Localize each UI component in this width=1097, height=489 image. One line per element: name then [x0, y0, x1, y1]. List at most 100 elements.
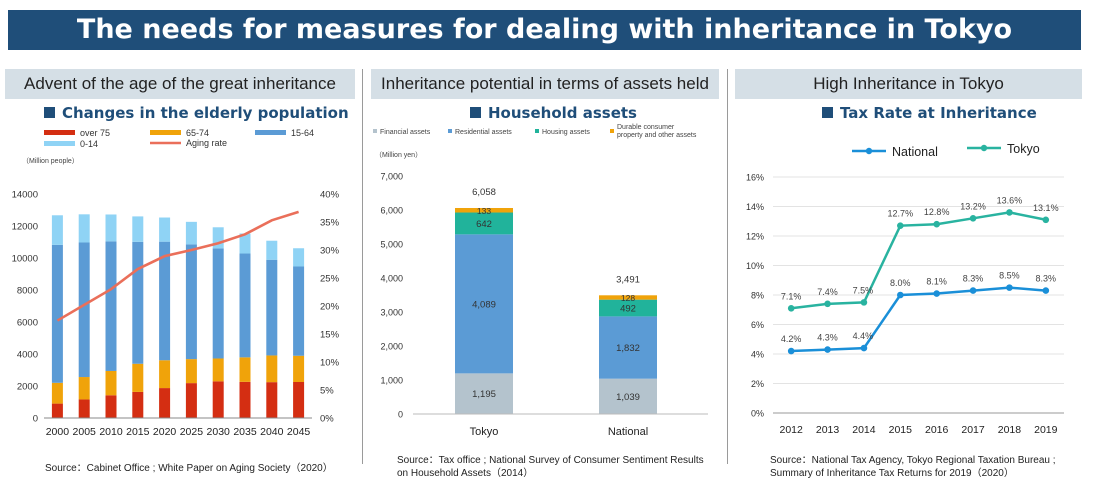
x-tick-label: 2019: [1034, 424, 1058, 436]
data-point: [787, 304, 795, 312]
x-tick-label: 2025: [180, 426, 204, 438]
square-bullet-icon: [44, 107, 55, 118]
bar-segment: [212, 381, 224, 418]
data-point: [860, 299, 868, 306]
bar-segment: [455, 207, 513, 213]
legend-label: Aging rate: [186, 138, 227, 148]
y-tick-label: 6000: [17, 318, 38, 329]
source-note-population: Source：Cabinet Office ; White Paper on A…: [45, 463, 333, 474]
x-tick-label: 2010: [99, 426, 123, 438]
bar-segment: [78, 377, 90, 400]
subtitle-text: Changes in the elderly population: [62, 104, 349, 122]
data-point: [1006, 209, 1013, 216]
data-label: 13.1%: [1033, 203, 1059, 213]
legend-swatch: [448, 129, 452, 133]
series-line: [791, 211, 1047, 310]
data-point: [897, 222, 904, 229]
y-tick-label: 12%: [746, 232, 764, 242]
data-label: 7.1%: [781, 291, 802, 301]
data-point: [1042, 216, 1050, 224]
data-label: 7.5%: [853, 285, 874, 295]
bar-segment: [105, 241, 117, 371]
bar-segment: [266, 355, 278, 383]
legend-swatch: [373, 129, 377, 133]
chart-household-assets: Financial assets Residential assets Housin…: [373, 124, 708, 438]
y-tick-label: 6,000: [380, 206, 403, 216]
data-point: [897, 291, 904, 299]
y-tick-label: 0: [33, 414, 38, 425]
data-point: [787, 347, 795, 355]
y-axis-unit-label: （Million yen）: [375, 151, 422, 159]
data-label: 1,039: [616, 392, 640, 403]
bar-segment: [239, 381, 251, 418]
y-tick-label: 6%: [751, 320, 764, 330]
y-tick-label: 4%: [751, 350, 764, 360]
data-label: 4.3%: [817, 333, 838, 343]
bar-segment: [185, 221, 197, 245]
x-tick-label: 2000: [46, 426, 70, 438]
bar-segment: [599, 295, 657, 300]
source-line: Summary of Inheritance Tax Returns for 2…: [770, 468, 1014, 479]
y-tick-label: 10000: [12, 254, 38, 265]
x-tick-label: 2005: [73, 426, 97, 438]
x-tick-label: 2020: [153, 426, 177, 438]
x-tick-label: 2017: [961, 424, 985, 436]
y-tick-label: 4,000: [380, 274, 403, 284]
panel-header-assets: Inheritance potential in terms of assets…: [371, 69, 719, 99]
data-label: 8.3%: [963, 274, 984, 284]
bar-segment: [105, 395, 117, 418]
bar-segment: [105, 214, 117, 242]
data-label: 12.7%: [888, 209, 914, 219]
bar-segment: [159, 360, 171, 389]
legend-swatch: [255, 130, 286, 135]
bar-segment: [132, 241, 144, 364]
data-label: 642: [476, 219, 492, 230]
legend-label: National: [892, 145, 938, 159]
data-label: 8.3%: [1036, 274, 1057, 284]
data-point: [969, 215, 977, 222]
y2-tick-label: 30%: [320, 246, 340, 257]
y-tick-label: 16%: [746, 173, 764, 183]
bar-segment: [132, 216, 144, 242]
bar-segment: [266, 259, 278, 356]
y-tick-label: 2000: [17, 382, 38, 393]
legend-swatch: [150, 130, 181, 135]
legend-label: Durable consumer: [617, 124, 675, 131]
page-title-banner: The needs for measures for dealing with …: [8, 10, 1081, 50]
data-label: 4.4%: [853, 331, 874, 341]
data-point: [860, 344, 868, 352]
data-label: 7.4%: [817, 287, 838, 297]
y2-tick-label: 35%: [320, 218, 340, 229]
bar-segment: [293, 382, 305, 418]
y-tick-label: 0: [398, 410, 403, 420]
y-tick-label: 14000: [12, 190, 38, 201]
y2-tick-label: 0%: [320, 414, 334, 425]
y-tick-label: 10%: [746, 261, 764, 271]
bar-segment: [78, 214, 90, 243]
data-label: 1,832: [616, 343, 640, 354]
bar-segment: [455, 234, 513, 374]
legend-label: property and other assets: [617, 132, 697, 139]
bar-segment: [185, 244, 197, 360]
bar-segment: [185, 383, 197, 418]
y-tick-label: 7,000: [380, 172, 403, 182]
bar-segment: [212, 358, 224, 382]
data-point: [1006, 284, 1013, 291]
bar-segment: [239, 233, 251, 254]
x-tick-label: Tokyo: [470, 426, 499, 438]
x-tick-label: 2015: [126, 426, 150, 438]
series-line: [791, 286, 1046, 353]
bar-segment: [159, 217, 171, 242]
legend-label: Residential assets: [455, 129, 512, 136]
legend-swatch: [44, 141, 75, 146]
data-point: [969, 287, 977, 294]
bar-segment: [105, 370, 117, 396]
bar-segment: [599, 316, 657, 379]
bar-segment: [51, 382, 63, 404]
bar-segment: [455, 212, 513, 235]
bar-segment: [599, 299, 657, 317]
bar-segment: [266, 382, 278, 418]
y-tick-label: 0%: [751, 409, 764, 419]
x-tick-label: 2014: [852, 424, 876, 436]
data-label: 13.2%: [960, 201, 986, 211]
